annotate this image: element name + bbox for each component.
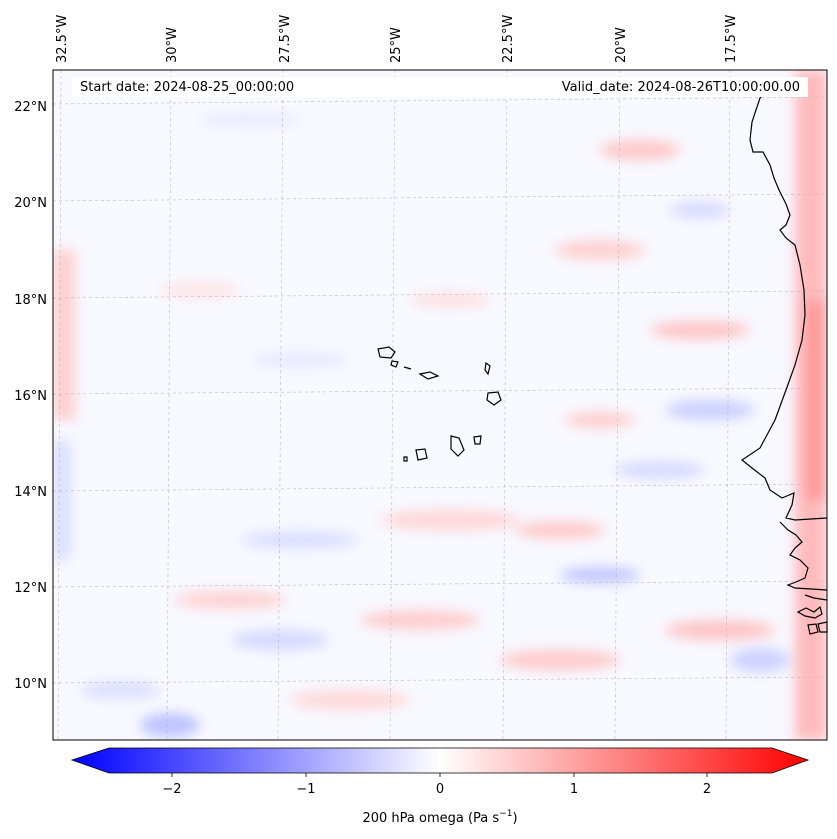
start-date-label: Start date: 2024-08-25_00:00:00 [80, 80, 294, 95]
lat-label: 12°N [14, 581, 47, 596]
lon-label: 25°W [389, 27, 404, 63]
lon-label: 30°W [165, 27, 180, 63]
lat-label: 18°N [14, 293, 47, 308]
lon-label: 32.5°W [55, 15, 70, 63]
lon-label: 27.5°W [278, 15, 293, 63]
header-box [72, 77, 808, 97]
colorbar-body [70, 747, 810, 774]
colorbar-label-main: 200 hPa omega (Pa s [362, 811, 499, 826]
colorbar-label-close: ) [512, 811, 517, 826]
lat-label: 14°N [14, 485, 47, 500]
colorbar-tick: 2 [703, 782, 711, 797]
valid-date-label: Valid_date: 2024-08-26T10:00:00.00 [562, 80, 800, 95]
lat-label: 10°N [14, 677, 47, 692]
lon-label: 17.5°W [724, 15, 739, 63]
west-africa-coastline [740, 84, 828, 635]
map-frame [52, 69, 828, 741]
cape-verde-islands [377, 346, 502, 462]
lat-label: 22°N [14, 100, 47, 115]
omega-field [53, 70, 827, 740]
colorbar-label-exponent: −1 [499, 809, 512, 819]
colorbar-tick: 0 [436, 782, 444, 797]
lon-label: 22.5°W [501, 15, 516, 63]
colorbar-tick: −1 [296, 782, 315, 797]
lat-label: 16°N [14, 389, 47, 404]
colorbar-tick: 1 [570, 782, 578, 797]
colorbar: −2 −1 0 1 2 200 hPa omega (Pa s−1) [70, 747, 810, 826]
graticule [53, 70, 827, 740]
lon-label: 20°W [614, 27, 629, 63]
colorbar-tick: −2 [162, 782, 181, 797]
lat-label: 20°N [14, 196, 47, 211]
colorbar-label: 200 hPa omega (Pa s−1) [362, 809, 517, 826]
